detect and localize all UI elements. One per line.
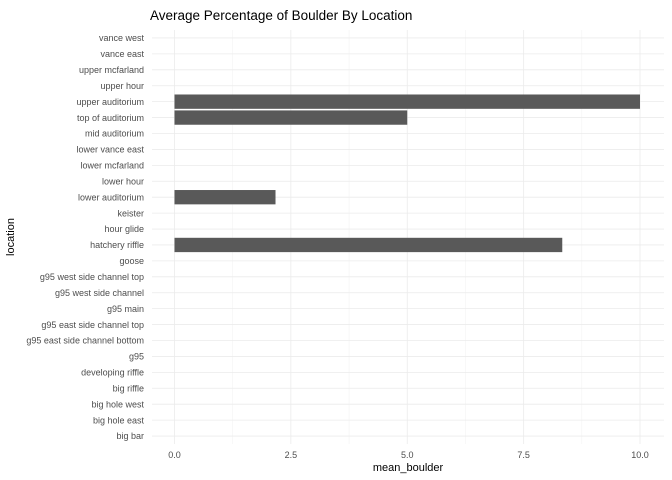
y-tick-label: vance west xyxy=(99,33,145,43)
y-tick-label: lower vance east xyxy=(76,145,144,155)
y-tick-label: big hole east xyxy=(93,415,145,425)
y-tick-label: big bar xyxy=(116,431,144,441)
x-tick-labels: 0.0 2.5 5.0 7.5 10.0 xyxy=(168,450,649,460)
y-tick-label: top of auditorium xyxy=(77,113,144,123)
x-axis-title: mean_boulder xyxy=(373,462,444,474)
y-tick-label: g95 main xyxy=(107,304,144,314)
bar xyxy=(174,94,640,109)
y-tick-labels: big bar big hole east big hole west big rif… xyxy=(26,33,144,441)
y-tick-label: upper hour xyxy=(100,81,144,91)
y-tick-label: developing riffle xyxy=(81,368,144,378)
y-tick-label: keister xyxy=(117,208,144,218)
x-tick-label: 2.5 xyxy=(285,450,298,460)
y-tick-label: goose xyxy=(119,256,144,266)
y-tick-label: hour glide xyxy=(104,224,144,234)
bar xyxy=(174,237,563,253)
y-tick-label: big hole west xyxy=(91,399,144,409)
y-tick-label: upper mcfarland xyxy=(79,65,144,75)
bar-layer xyxy=(174,94,640,253)
y-tick-label: g95 west side channel top xyxy=(40,272,144,282)
y-tick-label: hatchery riffle xyxy=(90,240,144,250)
y-tick-label: lower mcfarland xyxy=(80,161,144,171)
y-tick-label: g95 xyxy=(129,352,144,362)
y-tick-label: g95 west side channel xyxy=(55,288,144,298)
y-tick-label: mid auditorium xyxy=(85,129,144,139)
y-tick-label: g95 east side channel top xyxy=(41,320,144,330)
x-tick-label: 0.0 xyxy=(168,450,181,460)
chart-title: Average Percentage of Boulder By Locatio… xyxy=(150,8,412,23)
y-tick-label: vance east xyxy=(100,49,144,59)
bar xyxy=(174,190,276,205)
x-tick-label: 10.0 xyxy=(631,450,649,460)
y-axis-title: location xyxy=(5,218,17,256)
y-tick-label: lower auditorium xyxy=(78,192,144,202)
grid-layer xyxy=(152,30,664,444)
y-tick-label: lower hour xyxy=(102,176,144,186)
y-tick-label: big riffle xyxy=(113,383,144,393)
x-tick-label: 7.5 xyxy=(517,450,530,460)
bar xyxy=(174,110,408,125)
y-tick-label: upper auditorium xyxy=(76,97,144,107)
y-tick-label: g95 east side channel bottom xyxy=(26,336,144,346)
x-tick-label: 5.0 xyxy=(401,450,414,460)
